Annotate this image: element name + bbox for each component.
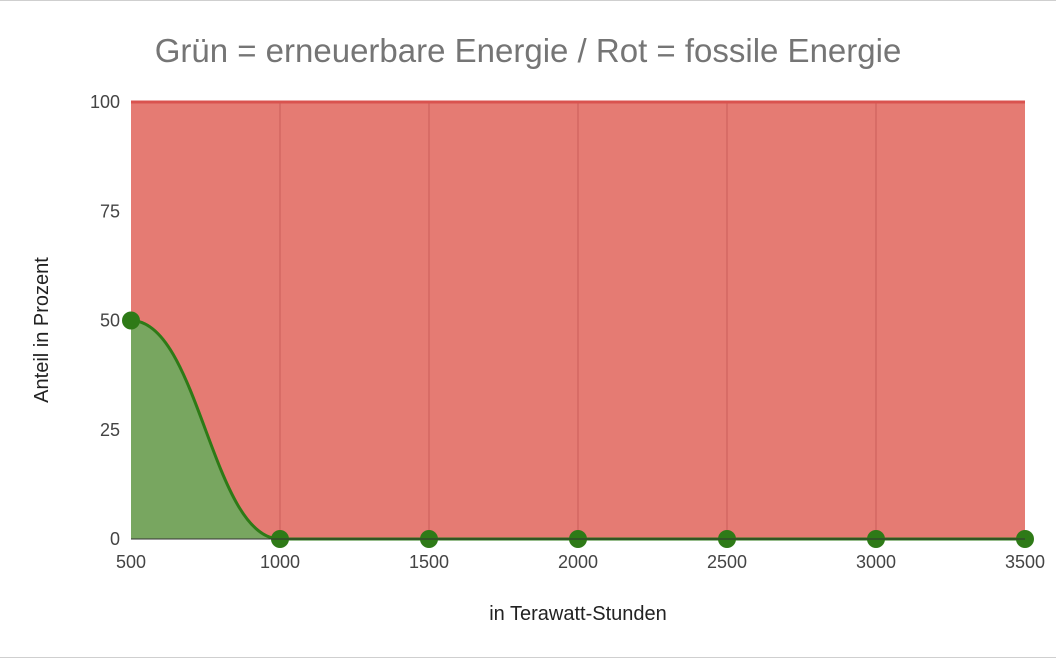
x-tick-label: 2000	[558, 552, 598, 572]
x-axis-title: in Terawatt-Stunden	[489, 603, 667, 625]
series-1-area	[131, 320, 1025, 539]
x-tick-label: 500	[116, 552, 146, 572]
y-tick-label: 50	[100, 311, 120, 331]
y-tick-label: 75	[100, 201, 120, 221]
x-tick-label: 3500	[1005, 552, 1045, 572]
top-border	[0, 0, 1056, 1]
y-tick-label: 100	[90, 92, 120, 112]
x-tick-label: 1500	[409, 552, 449, 572]
series-1-point	[122, 311, 140, 330]
x-tick-label: 3000	[856, 552, 896, 572]
y-tick-label: 25	[100, 420, 120, 440]
grid-lines	[279, 102, 877, 539]
axes: 0 25 50 75 100 500 1000 1500 2000 2500 3000 3500	[90, 92, 1045, 572]
y-axis-title: Anteil in Prozent	[31, 257, 53, 403]
y-tick-label: 0	[110, 529, 120, 549]
x-tick-label: 2500	[707, 552, 747, 572]
chart-title: Grün = erneuerbare Energie / Rot = fossi…	[155, 32, 902, 69]
bottom-border	[0, 657, 1056, 658]
x-tick-label: 1000	[260, 552, 300, 572]
